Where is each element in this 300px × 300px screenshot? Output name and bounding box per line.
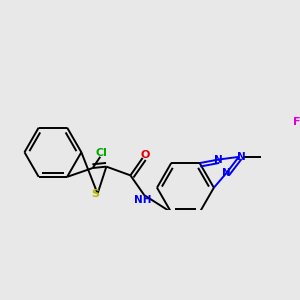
Text: F: F (293, 117, 300, 127)
Text: S: S (91, 189, 99, 200)
Text: NH: NH (134, 195, 152, 206)
Text: N: N (222, 168, 231, 178)
Text: Cl: Cl (96, 148, 108, 158)
Text: O: O (140, 150, 150, 160)
Text: N: N (237, 152, 246, 162)
Text: N: N (214, 154, 223, 164)
